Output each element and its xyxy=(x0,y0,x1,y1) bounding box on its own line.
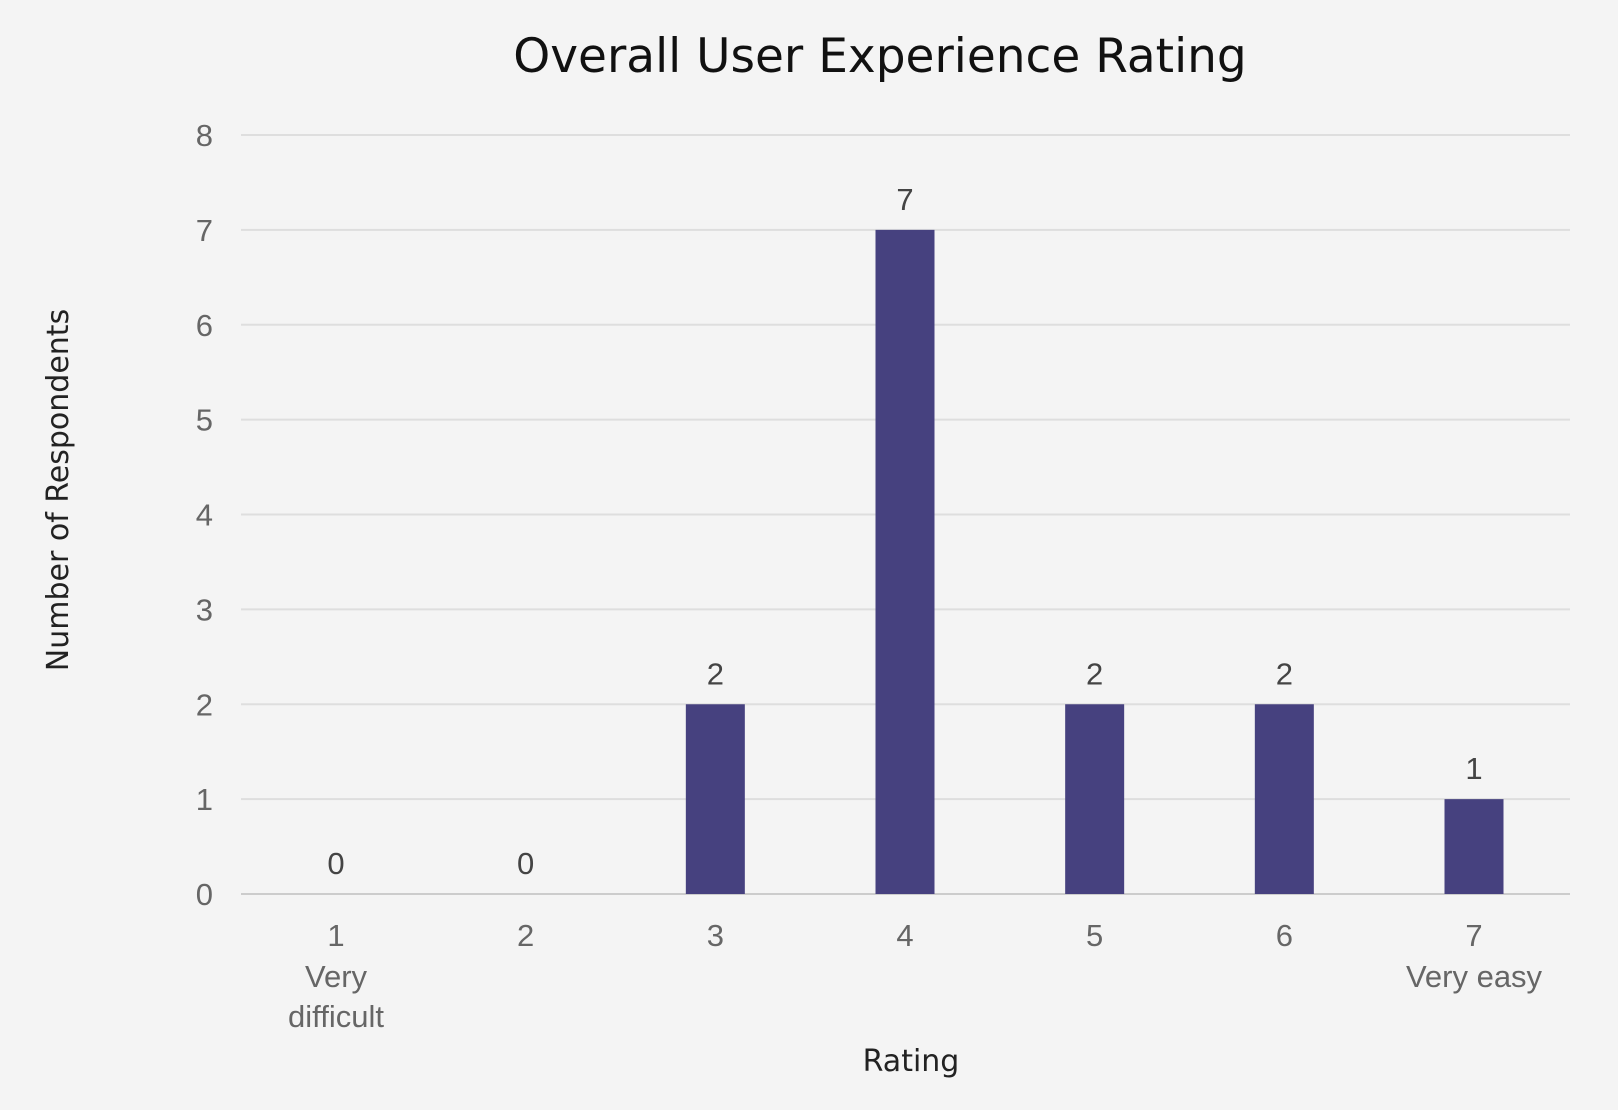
data-label-rating-3: 2 xyxy=(707,656,724,691)
bar-rating-7 xyxy=(1444,799,1504,894)
data-label-rating-2: 0 xyxy=(517,846,534,881)
data-label-rating-7: 1 xyxy=(1465,751,1482,786)
y-tick-label-5: 5 xyxy=(196,403,213,438)
y-tick-label-6: 6 xyxy=(196,308,213,343)
bar-rating-4 xyxy=(875,229,935,894)
x-tick-label-4: 4 xyxy=(896,918,913,953)
x-tick-label-1: 1 xyxy=(327,918,344,953)
bar-rating-6 xyxy=(1254,704,1314,894)
data-label-rating-4: 7 xyxy=(896,182,913,217)
y-axis-title: Number of Respondents xyxy=(41,309,76,671)
x-tick-sublabel-rating-1-1: Very xyxy=(305,959,368,994)
y-tick-label-8: 8 xyxy=(196,118,213,153)
x-tick-label-5: 5 xyxy=(1086,918,1103,953)
x-tick-label-3: 3 xyxy=(707,918,724,953)
chart-title: Overall User Experience Rating xyxy=(513,29,1247,84)
y-tick-label-1: 1 xyxy=(196,782,213,817)
x-axis-title: Rating xyxy=(863,1044,960,1079)
y-tick-label-3: 3 xyxy=(196,592,213,627)
y-tick-label-0: 0 xyxy=(196,877,213,912)
bar-rating-3 xyxy=(685,704,745,894)
y-tick-label-4: 4 xyxy=(196,498,213,533)
y-tick-label-2: 2 xyxy=(196,687,213,722)
x-axis-ticks: 1 Very difficult 2 3 4 5 6 7 Very easy xyxy=(288,918,1543,1034)
x-tick-label-7: 7 xyxy=(1465,918,1482,953)
bar-rating-5 xyxy=(1065,704,1125,894)
data-labels: 0 0 2 7 2 2 1 xyxy=(327,182,1482,881)
y-tick-label-7: 7 xyxy=(196,213,213,248)
x-tick-sublabel-rating-1-2: difficult xyxy=(288,999,384,1034)
data-label-rating-5: 2 xyxy=(1086,656,1103,691)
data-label-rating-6: 2 xyxy=(1276,656,1293,691)
bars xyxy=(685,229,1504,894)
x-tick-sublabel-rating-7-1: Very easy xyxy=(1406,959,1543,994)
y-axis-ticks: 0 1 2 3 4 5 6 7 8 xyxy=(196,118,213,912)
data-label-rating-1: 0 xyxy=(327,846,344,881)
x-tick-label-6: 6 xyxy=(1276,918,1293,953)
x-tick-label-2: 2 xyxy=(517,918,534,953)
